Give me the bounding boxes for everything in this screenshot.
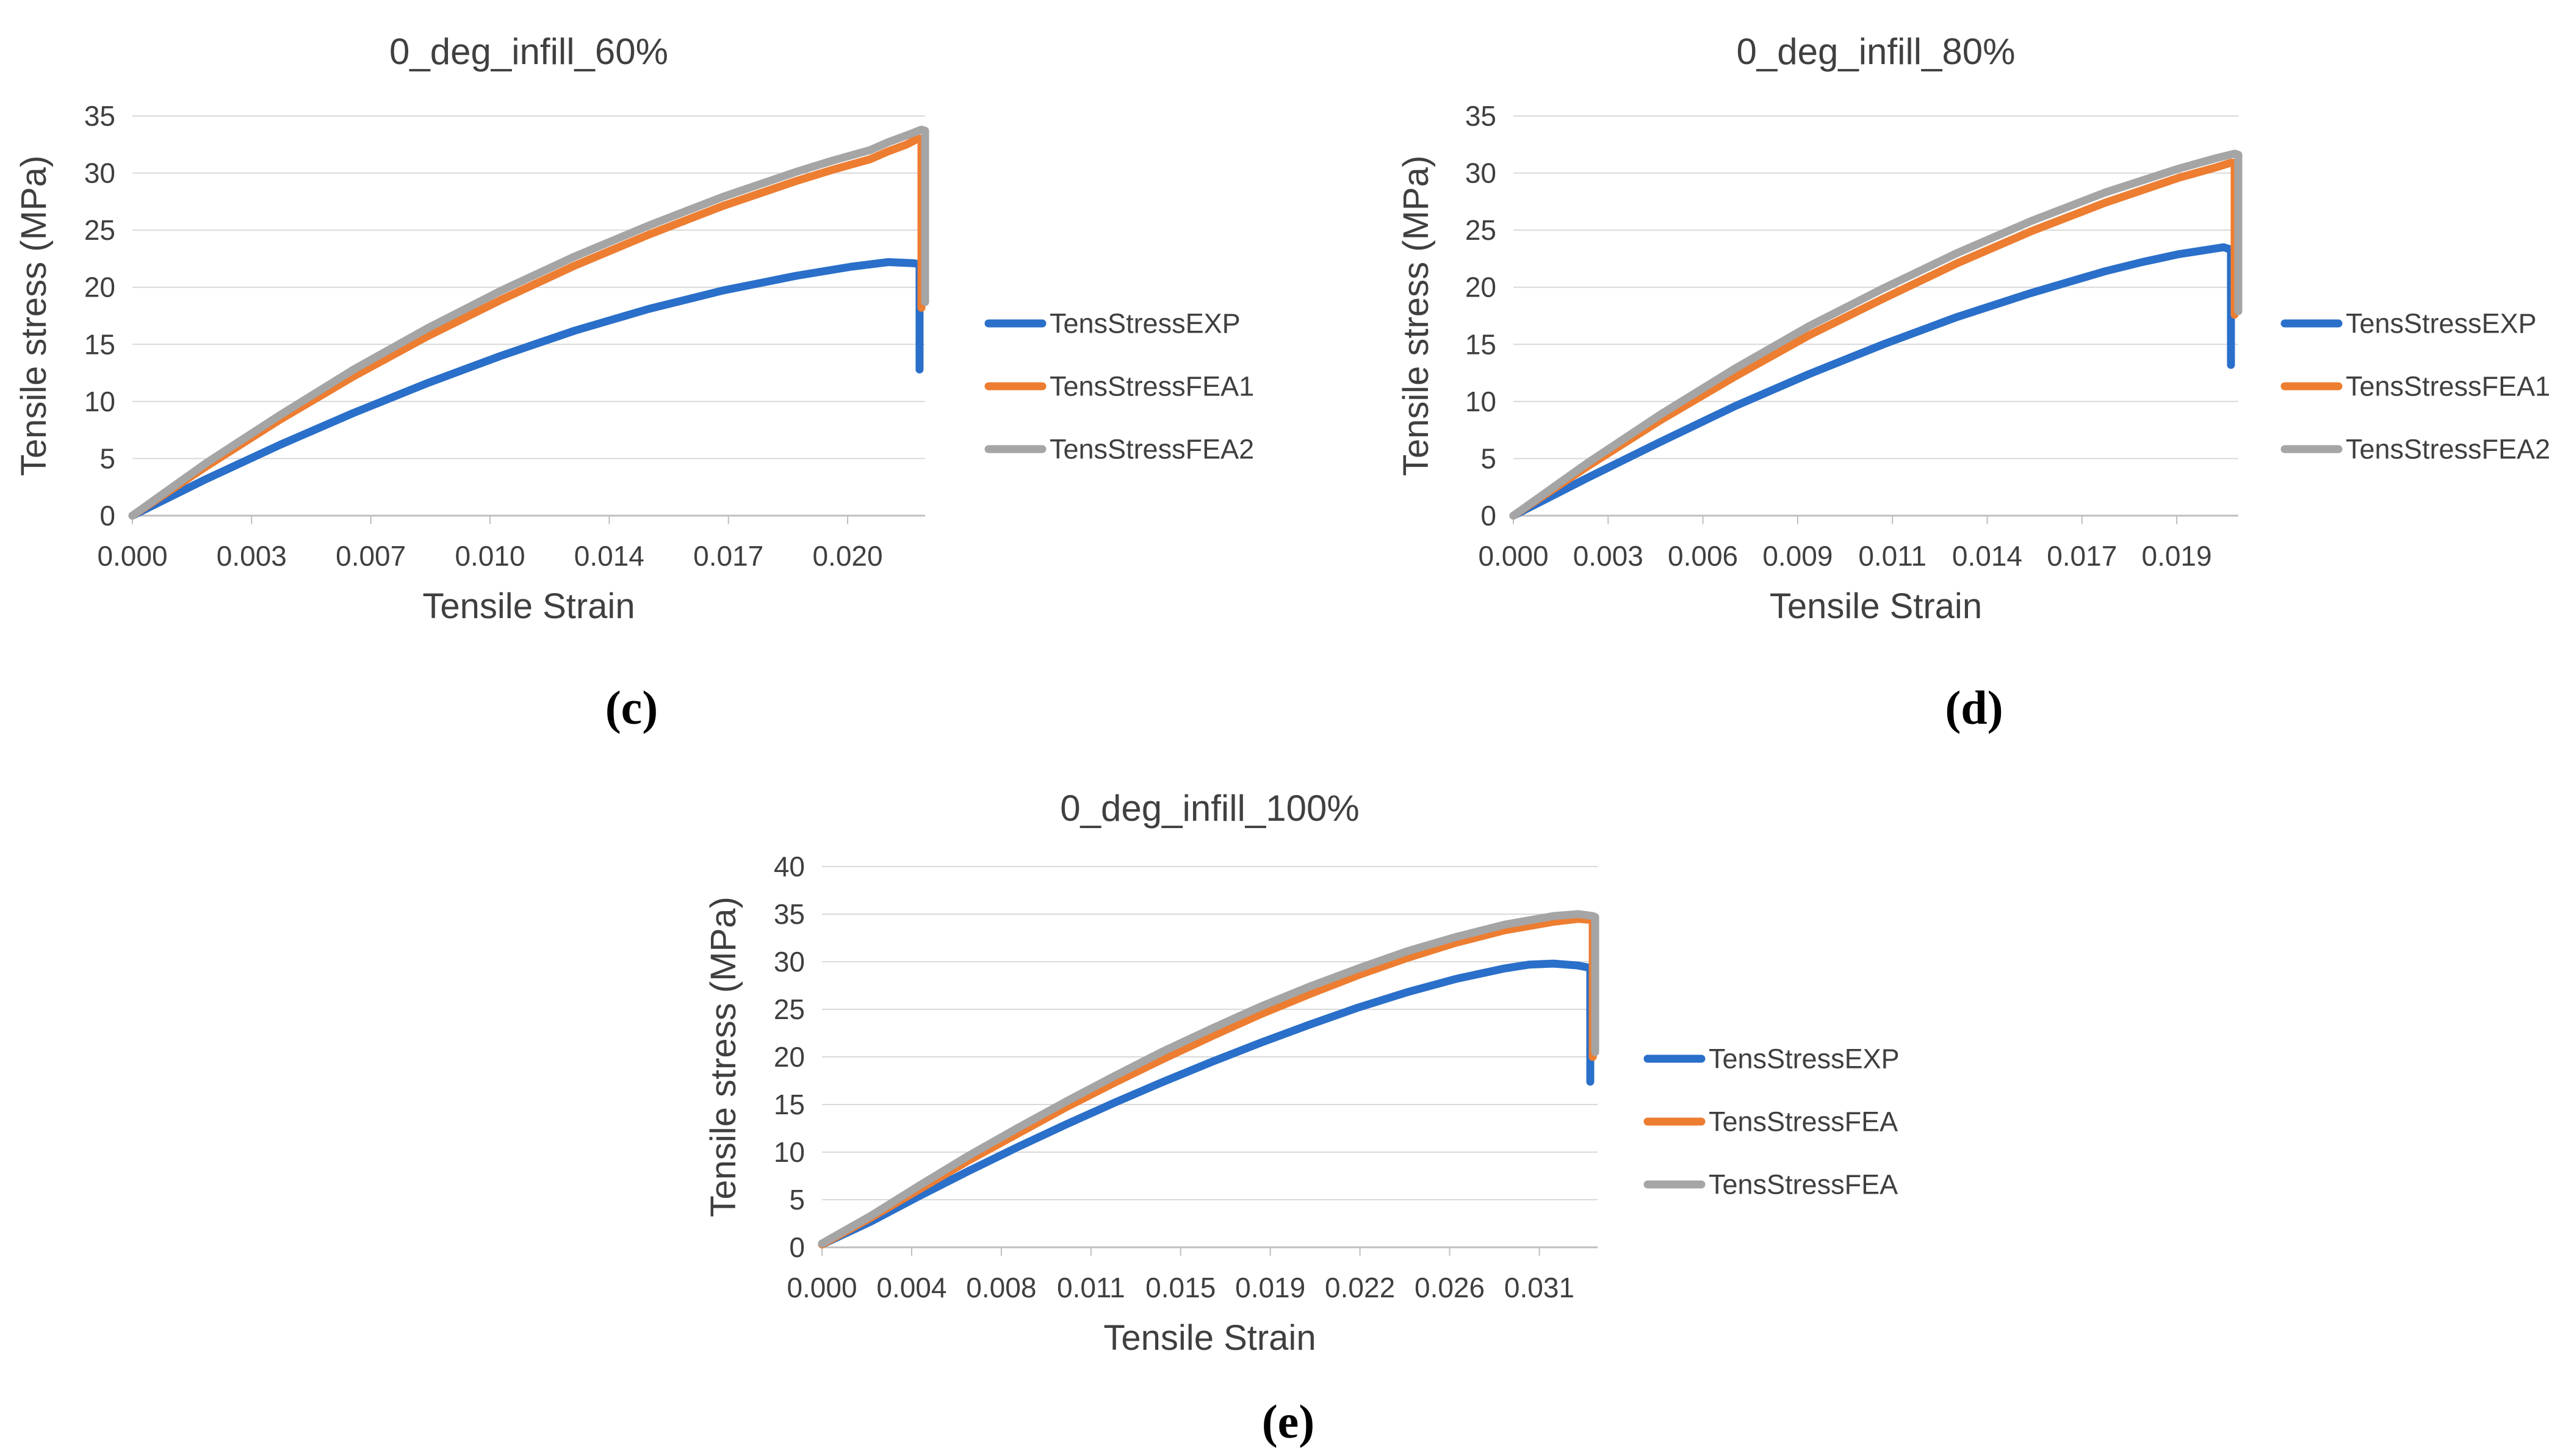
panel-label-e: (e)	[1261, 1395, 1315, 1448]
chart-e-stress-strain-100pct: 0 5 10 15 20 25 30 35 40 0.000 0.004 0.008 0.011 0.01…	[704, 788, 1898, 1358]
y-tick-label: 15	[1465, 328, 1496, 360]
legend-label-TensStressFEA2: TensStressFEA2	[1709, 1169, 1898, 1200]
y-tick-label: 20	[774, 1041, 805, 1073]
x-tick-label: 0.020	[812, 540, 882, 572]
x-tick-label: 0.019	[2141, 540, 2211, 572]
y-tick-label: 5	[1480, 442, 1496, 474]
y-tick-label: 0	[99, 500, 115, 532]
series-line-TensStressFEA2	[1509, 150, 2243, 520]
series-line-TensStressFEA1	[1509, 159, 2239, 520]
x-tick-label: 0.011	[1858, 540, 1927, 572]
x-tick-label: 0.006	[1668, 540, 1738, 572]
x-tick-label: 0.003	[217, 540, 287, 572]
y-tick-label: 0	[789, 1231, 805, 1263]
y-tick-label: 15	[774, 1089, 805, 1120]
y-axis-label: Tensile stress (MPa)	[704, 896, 743, 1217]
legend-label-TensStressEXP: TensStressEXP	[1050, 308, 1241, 339]
y-tick-label: 30	[84, 157, 115, 189]
x-tick-label: 0.003	[1573, 540, 1643, 572]
legend-label-TensStressFEA2: TensStressFEA2	[1050, 434, 1254, 465]
x-tick-label: 0.017	[2047, 540, 2117, 572]
series-line-TensStressEXP	[818, 959, 1595, 1249]
series-line-TensStressFEA1	[128, 134, 926, 520]
x-axis-label: Tensile Strain	[1770, 586, 1982, 626]
legend-label-TensStressFEA1: TensStressFEA1	[2346, 371, 2550, 402]
y-tick-label: 30	[1465, 157, 1496, 189]
x-axis-label: Tensile Strain	[1103, 1318, 1316, 1358]
legend-label-TensStressFEA2: TensStressFEA2	[2346, 434, 2550, 465]
x-tick-label: 0.000	[1478, 540, 1548, 572]
panel-label-c: (c)	[605, 681, 658, 734]
x-tick-label: 0.010	[455, 540, 525, 572]
x-tick-label: 0.011	[1057, 1272, 1125, 1303]
x-tick-label: 0.007	[336, 540, 406, 572]
y-tick-label: 25	[84, 214, 115, 246]
chart-d-stress-strain-80pct: 0 5 10 15 20 25 30 35 0.000 0.003 0.006 0.009 0.011 0…	[1396, 31, 2550, 626]
x-tick-label: 0.031	[1504, 1272, 1574, 1303]
y-tick-label: 20	[84, 272, 115, 303]
x-tick-label: 0.022	[1325, 1272, 1395, 1303]
legend-label-TensStressEXP: TensStressEXP	[2346, 308, 2537, 339]
x-tick-label: 0.014	[1952, 540, 2022, 572]
y-tick-label: 10	[84, 386, 115, 417]
y-tick-label: 35	[1465, 100, 1496, 132]
y-tick-label: 10	[774, 1136, 805, 1168]
y-tick-label: 10	[1465, 386, 1496, 417]
chart-title: 0_deg_infill_60%	[389, 31, 668, 72]
chart-title: 0_deg_infill_100%	[1060, 788, 1359, 829]
y-tick-label: 25	[774, 993, 805, 1025]
y-tick-label: 15	[84, 328, 115, 360]
y-tick-label: 20	[1465, 272, 1496, 303]
legend-label-TensStressEXP: TensStressEXP	[1709, 1043, 1898, 1075]
y-tick-label: 5	[99, 442, 115, 474]
legend-label-TensStressFEA1: TensStressFEA1	[1709, 1106, 1898, 1137]
x-tick-label: 0.004	[876, 1272, 946, 1303]
x-tick-label: 0.000	[787, 1272, 857, 1303]
x-tick-label: 0.009	[1762, 540, 1833, 572]
y-tick-label: 0	[1480, 500, 1496, 532]
x-tick-label: 0.017	[693, 540, 763, 572]
y-tick-label: 35	[774, 898, 805, 930]
series-line-TensStressFEA1	[818, 915, 1597, 1249]
x-tick-label: 0.008	[966, 1272, 1036, 1303]
legend-label-TensStressFEA1: TensStressFEA1	[1050, 371, 1254, 402]
y-tick-label: 35	[84, 100, 115, 132]
y-tick-label: 40	[774, 851, 805, 882]
x-tick-label: 0.026	[1415, 1272, 1485, 1303]
y-axis-label: Tensile stress (MPa)	[14, 156, 54, 476]
x-axis-label: Tensile Strain	[422, 586, 635, 626]
series-line-TensStressFEA2	[128, 126, 929, 520]
chart-c-stress-strain-60pct: 0 5 10 15 20 25 30 35 0.000 0.003 0.007 0.010 0.014 0…	[14, 31, 1254, 626]
x-tick-label: 0.000	[97, 540, 167, 572]
series-line-TensStressEXP	[128, 258, 924, 520]
y-axis-label: Tensile stress (MPa)	[1396, 156, 1436, 476]
chart-title: 0_deg_infill_80%	[1736, 31, 2015, 72]
x-tick-label: 0.019	[1235, 1272, 1305, 1303]
x-tick-label: 0.014	[574, 540, 644, 572]
panel-label-d: (d)	[1945, 681, 2003, 734]
series-line-TensStressFEA2	[818, 910, 1599, 1248]
series-line-TensStressEXP	[1509, 243, 2235, 520]
y-tick-label: 25	[1465, 214, 1496, 246]
y-tick-label: 30	[774, 946, 805, 978]
y-tick-label: 5	[789, 1184, 805, 1216]
x-tick-label: 0.015	[1145, 1272, 1216, 1303]
